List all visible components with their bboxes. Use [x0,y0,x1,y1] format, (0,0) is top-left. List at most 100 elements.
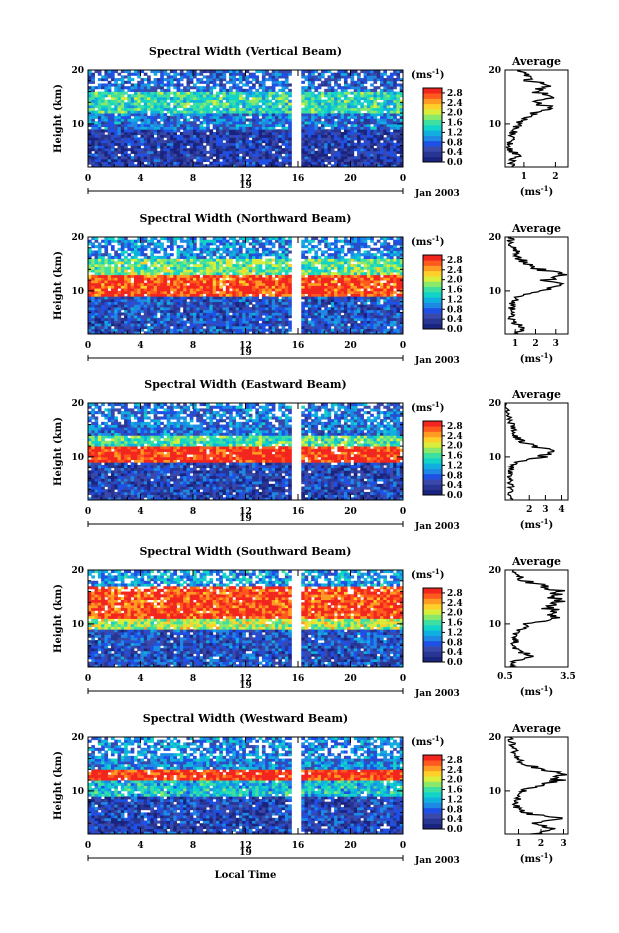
heatmap-cell [272,132,276,135]
heatmap-cell [351,312,355,315]
heatmap-cell [104,154,108,157]
heatmap-cell [275,148,279,151]
heatmap-cell [311,113,315,116]
heatmap-cell [265,315,269,318]
heatmap-cell [351,291,355,294]
heatmap-cell [344,145,348,148]
heatmap-cell [246,143,250,146]
heatmap-cell [255,140,259,143]
heatmap-cell [249,156,253,159]
heatmap-cell [118,302,122,305]
heatmap-cell [91,329,95,332]
heatmap-cell [367,312,371,315]
heatmap-cell [351,299,355,302]
heatmap-cell [180,124,184,127]
heatmap-cell [387,288,391,291]
heatmap-cell [364,307,368,310]
heatmap-cell [91,92,95,95]
heatmap-cell [170,97,174,100]
heatmap-cell [370,92,374,95]
heatmap-cell [141,151,145,154]
heatmap-cell [396,162,400,165]
heatmap-cell [341,280,345,283]
heatmap-cell [285,97,289,100]
heatmap-cell [380,73,384,76]
heatmap-cell [265,94,269,97]
heatmap-cell [229,321,233,324]
heatmap-cell [275,108,279,111]
heatmap-cell [239,94,243,97]
heatmap-cell [242,299,246,302]
heatmap-cell [383,83,387,86]
heatmap-cell [223,137,227,140]
heatmap-cell [262,145,266,148]
heatmap-cell [252,94,256,97]
heatmap-cell [183,294,187,297]
heatmap-cell [370,116,374,119]
heatmap-cell [255,286,259,289]
heatmap-cell [282,105,286,108]
heatmap-cell [229,296,233,299]
heatmap-cell [137,151,141,154]
heatmap-cell [337,102,341,105]
heatmap-cell [285,151,289,154]
heatmap-cell [229,299,233,302]
heatmap-cell [154,140,158,143]
heatmap-cell [282,129,286,132]
heatmap-cell [124,137,128,140]
heatmap-cell [180,105,184,108]
heatmap-cell [213,124,217,127]
heatmap-cell [360,89,364,92]
heatmap-cell [157,286,161,289]
heatmap-cell [226,296,230,299]
heatmap-cell [252,315,256,318]
x-tick-label: 0 [85,174,91,184]
heatmap-cell [223,321,227,324]
heatmap-cell [141,310,145,313]
heatmap-cell [383,97,387,100]
heatmap-cell [167,304,171,307]
heatmap-cell [370,102,374,105]
heatmap-cell [91,129,95,132]
heatmap-cell [252,159,256,162]
heatmap-cell [275,304,279,307]
heatmap-cell [360,154,364,157]
heatmap-cell [114,86,118,89]
heatmap-cell [216,302,220,305]
heatmap-cell [314,288,318,291]
heatmap-cell [154,329,158,332]
heatmap-cell [282,94,286,97]
heatmap-cell [157,307,161,310]
heatmap-cell [383,162,387,165]
heatmap-cell [337,280,341,283]
heatmap-cell [118,102,122,105]
heatmap-cell [193,100,197,103]
heatmap-cell [396,277,400,280]
heatmap-cell [160,92,164,95]
heatmap-cell [108,121,112,124]
heatmap-cell [337,315,341,318]
heatmap-cell [357,83,361,86]
heatmap-cell [219,102,223,105]
heatmap-cell [150,116,154,119]
heatmap-cell [108,291,112,294]
heatmap-cell [314,78,318,81]
heatmap-cell [206,299,210,302]
heatmap-cell [134,307,138,310]
heatmap-cell [311,81,315,84]
heatmap-cell [331,135,335,138]
heatmap-cell [121,162,125,165]
heatmap-cell [200,154,204,157]
heatmap-cell [206,119,210,122]
heatmap-cell [321,108,325,111]
heatmap-cell [321,156,325,159]
heatmap-cell [242,145,246,148]
heatmap-cell [334,121,338,124]
heatmap-cell [134,89,138,92]
heatmap-cell [242,124,246,127]
heatmap-cell [301,280,305,283]
heatmap-cell [236,94,240,97]
heatmap-cell [134,291,138,294]
heatmap-cell [354,323,358,326]
